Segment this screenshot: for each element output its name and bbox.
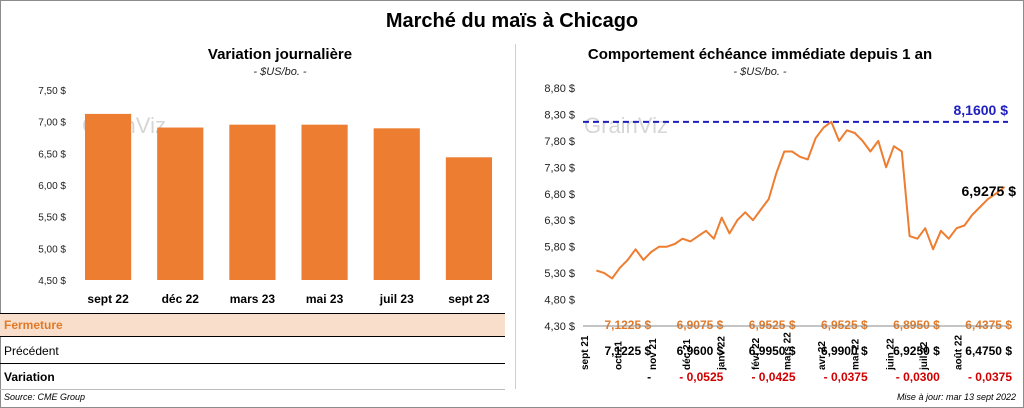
y-tick-label: 6,00 $ [38, 181, 66, 192]
source-note: Source: CME Group [4, 392, 86, 402]
y-tick-label: 6,50 $ [38, 149, 66, 160]
row-label-var: Variation [4, 370, 55, 384]
x-tick-label: nov 21 [648, 338, 659, 370]
y-tick-label: 5,30 $ [544, 268, 575, 280]
table-cell-var: - 0,0525 [679, 370, 724, 384]
table-cell-prev: 7,1225 $ [604, 344, 652, 358]
x-tick-label: juil 23 [379, 292, 414, 306]
y-tick-label: 7,50 $ [38, 86, 66, 97]
reference-label: 8,1600 $ [954, 102, 1009, 118]
y-tick-label: 6,30 $ [544, 215, 575, 227]
table-cell-close: 7,1225 $ [604, 318, 652, 332]
x-tick-label: mai 22 [851, 338, 862, 370]
table-bottom-rule [0, 389, 505, 390]
y-tick-label: 7,80 $ [544, 136, 575, 148]
y-tick-label: 5,50 $ [38, 213, 66, 224]
series-line [596, 120, 1006, 280]
left-panel-title: Variation journalière [207, 46, 353, 63]
x-tick-label: juin 22 [885, 338, 896, 371]
table-cell-prev: 6,4750 $ [965, 344, 1012, 358]
y-tick-label: 4,30 $ [544, 321, 575, 333]
table-cell-close: 6,9075 $ [676, 318, 724, 332]
bar [301, 124, 348, 280]
last-value-label: 6,9275 $ [962, 183, 1017, 199]
x-tick-label: sept 23 [448, 292, 490, 306]
table-cell-prev: 6,9950 $ [748, 344, 796, 358]
table-cell-close: 6,9525 $ [820, 318, 868, 332]
x-tick-label: sept 21 [580, 335, 591, 370]
table-rule-1 [0, 336, 505, 337]
bar [84, 113, 132, 281]
x-tick-label: févr 22 [751, 337, 762, 370]
table-cell-var: - [647, 370, 652, 384]
main-title: Marché du maïs à Chicago [385, 10, 639, 32]
y-tick-label: 4,50 $ [38, 276, 66, 287]
y-tick-label: 7,00 $ [38, 118, 66, 129]
y-tick-label: 8,80 $ [544, 83, 575, 95]
table-row-close: Fermeture [0, 314, 505, 336]
x-tick-label: déc 21 [682, 338, 693, 370]
y-tick-label: 5,80 $ [544, 242, 575, 254]
x-tick-label: avr 22 [817, 341, 828, 370]
x-tick-label: mars 23 [230, 292, 276, 306]
x-tick-label: mars 22 [782, 332, 793, 370]
table-cell-var: - 0,0425 [751, 370, 796, 384]
watermark: GrainViz [584, 113, 668, 138]
bar [445, 157, 493, 280]
bar-chart: GrainViz7,50 $7,00 $6,50 $6,00 $5,50 $5,… [38, 86, 493, 306]
table-cell-close: 6,4375 $ [965, 318, 1012, 332]
y-tick-label: 8,30 $ [544, 109, 575, 121]
table-rule-2 [0, 363, 505, 364]
y-tick-label: 5,00 $ [38, 244, 66, 255]
table-row-var: Variation [0, 366, 505, 388]
left-panel-subtitle: - $US/bo. - [253, 66, 307, 78]
table-cell-close: 6,9525 $ [748, 318, 796, 332]
bar [373, 128, 420, 280]
x-tick-label: déc 22 [162, 292, 200, 306]
table-cell-prev: 6,9600 $ [676, 344, 724, 358]
x-tick-label: mai 23 [306, 292, 344, 306]
table-row-prev: Précédent [0, 340, 505, 362]
y-tick-label: 6,80 $ [544, 189, 575, 201]
table-cell-close: 6,8950 $ [893, 318, 940, 332]
x-tick-label: juil 22 [919, 341, 930, 371]
x-tick-label: août 22 [954, 335, 965, 370]
table-cell-prev: 6,9250 $ [893, 344, 940, 358]
x-tick-label: janv 22 [716, 336, 727, 371]
x-tick-label: oct 21 [614, 341, 625, 370]
right-panel-subtitle: - $US/bo. - [733, 66, 787, 78]
update-note: Mise à jour: mar 13 sept 2022 [896, 392, 1016, 402]
bar [229, 124, 276, 280]
table-cell-prev: 6,9900 $ [820, 344, 868, 358]
y-tick-label: 4,80 $ [544, 295, 575, 307]
table-cell-var: - 0,0300 [895, 370, 940, 384]
table-cell-var: - 0,0375 [823, 370, 868, 384]
row-label-close: Fermeture [4, 318, 63, 332]
row-label-prev: Précédent [4, 344, 59, 358]
table-top-rule [0, 313, 505, 314]
y-tick-label: 7,30 $ [544, 162, 575, 174]
x-tick-label: sept 22 [87, 292, 129, 306]
table-cell-var: - 0,0375 [967, 370, 1012, 384]
right-panel-title: Comportement échéance immédiate depuis 1… [587, 46, 933, 63]
bar [157, 127, 204, 281]
panel-divider [515, 44, 516, 389]
